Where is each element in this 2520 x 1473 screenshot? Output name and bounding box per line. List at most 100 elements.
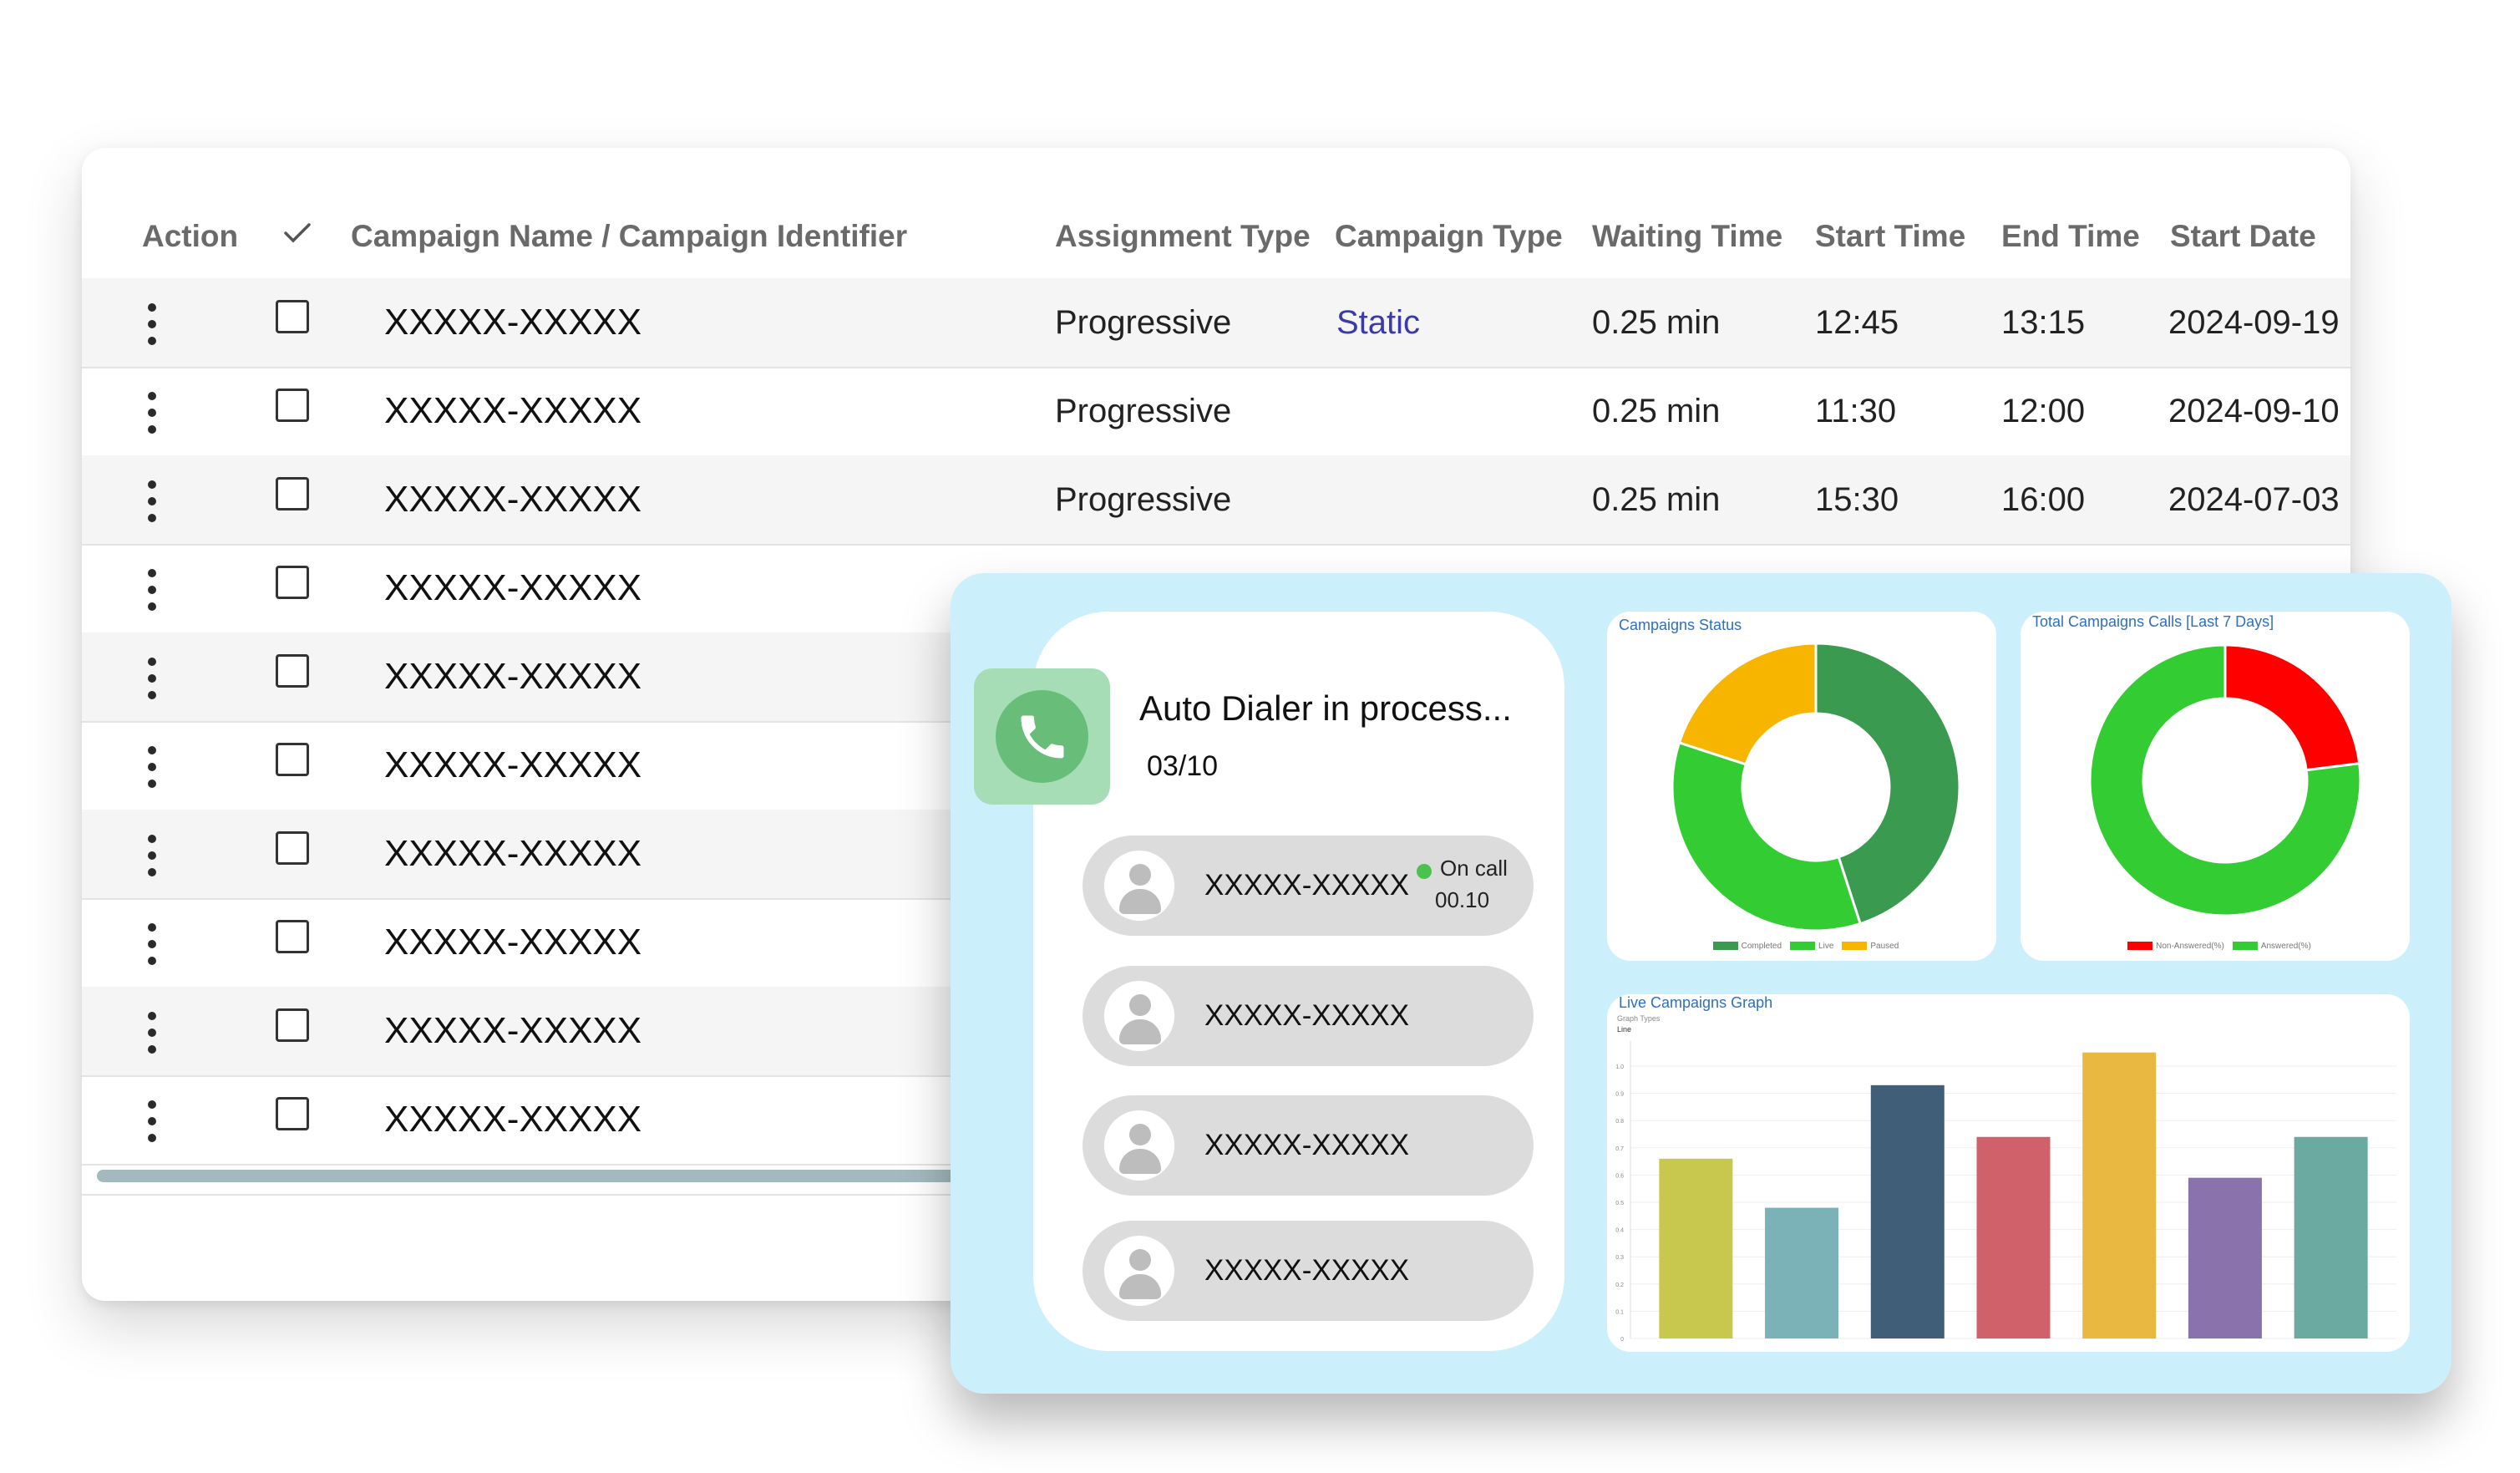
row-checkbox[interactable] (276, 1008, 309, 1042)
header-campaign-name[interactable]: Campaign Name / Campaign Identifier (351, 219, 908, 253)
assignment-type: Progressive (1055, 393, 1232, 429)
call-item[interactable]: XXXXX-XXXXX (1083, 966, 1534, 1066)
call-contact: XXXXX-XXXXX (1204, 999, 1410, 1032)
avatar-icon (1104, 981, 1174, 1051)
row-checkbox[interactable] (276, 654, 309, 688)
chart-subtitle: Graph Types (1617, 1014, 1661, 1023)
legend-label: Paused (1870, 942, 1899, 951)
start-date: 2024-07-03 (2168, 481, 2340, 518)
more-options-icon[interactable] (145, 746, 159, 788)
donut-chart (1671, 642, 1961, 932)
header-end-time[interactable]: End Time (2001, 219, 2140, 253)
donut-slice[interactable] (2088, 643, 2362, 917)
waiting-time: 0.25 min (1592, 304, 1721, 341)
waiting-time: 0.25 min (1592, 481, 1721, 518)
header-action[interactable]: Action (142, 219, 239, 253)
end-time: 16:00 (2001, 481, 2086, 518)
assignment-type: Progressive (1055, 304, 1232, 341)
legend-swatch (1712, 942, 1738, 951)
bar[interactable] (2294, 1136, 2368, 1338)
end-time: 12:00 (2001, 393, 2086, 429)
chart-title: Total Campaigns Calls [Last 7 Days] (2032, 613, 2274, 630)
header-waiting-time[interactable]: Waiting Time (1592, 219, 1783, 253)
call-item[interactable]: XXXXX-XXXXX (1083, 1221, 1534, 1321)
bar[interactable] (1870, 1084, 1945, 1338)
campaign-name[interactable]: XXXXX-XXXXX (384, 656, 642, 697)
y-tick-label: 0.7 (1615, 1146, 1624, 1152)
y-tick-label: 1.0 (1615, 1064, 1624, 1070)
campaigns-status-chart: Campaigns Status Completed Live Paused (1607, 612, 1996, 961)
more-options-icon[interactable] (145, 923, 159, 965)
row-checkbox[interactable] (276, 1097, 309, 1130)
graph-type-selector[interactable]: Line (1617, 1025, 1632, 1034)
row-checkbox[interactable] (276, 920, 309, 953)
dialer-count: 03/10 (1147, 750, 1219, 782)
table-row[interactable]: XXXXX-XXXXX Progressive 0.25 min 11:30 1… (82, 367, 2350, 457)
more-options-icon[interactable] (145, 480, 159, 522)
start-time: 11:30 (1815, 393, 1897, 429)
donut-slice[interactable] (1671, 740, 1863, 932)
campaign-name[interactable]: XXXXX-XXXXX (384, 922, 642, 963)
header-campaign-type[interactable]: Campaign Type (1335, 219, 1563, 253)
more-options-icon[interactable] (145, 1012, 159, 1054)
row-checkbox[interactable] (276, 389, 309, 422)
row-checkbox[interactable] (276, 566, 309, 599)
donut-slice[interactable] (1814, 642, 1961, 926)
campaign-name[interactable]: XXXXX-XXXXX (384, 1099, 642, 1140)
y-tick-label: 0.4 (1615, 1228, 1624, 1234)
phone-icon (996, 690, 1088, 783)
header-assignment-type[interactable]: Assignment Type (1055, 219, 1311, 253)
call-contact: XXXXX-XXXXX (1204, 1129, 1410, 1161)
bar[interactable] (1976, 1136, 2051, 1338)
bar[interactable] (1659, 1158, 1733, 1338)
call-status: On call (1440, 856, 1508, 881)
assignment-type: Progressive (1055, 481, 1232, 518)
bar[interactable] (2188, 1177, 2262, 1338)
row-checkbox[interactable] (276, 831, 309, 865)
donut-slice[interactable] (1677, 642, 1818, 766)
avatar-icon (1104, 1236, 1174, 1306)
row-checkbox[interactable] (276, 300, 309, 333)
table-row[interactable]: XXXXX-XXXXX Progressive 0.25 min 15:30 1… (82, 455, 2350, 546)
row-checkbox[interactable] (276, 743, 309, 776)
legend-label: Answered(%) (2260, 942, 2311, 951)
status-dot-icon (1417, 864, 1432, 879)
campaign-name[interactable]: XXXXX-XXXXX (384, 744, 642, 785)
more-options-icon[interactable] (145, 303, 159, 345)
campaign-name[interactable]: XXXXX-XXXXX (384, 833, 642, 874)
bar[interactable] (2082, 1052, 2157, 1338)
call-duration: 00.10 (1435, 887, 1490, 912)
check-icon[interactable] (282, 220, 312, 253)
legend-swatch (1790, 942, 1816, 951)
chart-legend: Completed Live Paused (1607, 942, 1996, 951)
y-tick-label: 0.6 (1615, 1173, 1624, 1179)
start-time: 12:45 (1815, 304, 1899, 341)
start-date: 2024-09-19 (2168, 304, 2340, 341)
call-item[interactable]: XXXXX-XXXXX On call 00.10 (1083, 836, 1534, 936)
y-tick-label: 0.5 (1615, 1201, 1624, 1206)
header-start-time[interactable]: Start Time (1815, 219, 1966, 253)
campaign-type[interactable]: Static (1336, 304, 1421, 341)
call-item[interactable]: XXXXX-XXXXX (1083, 1095, 1534, 1196)
bar[interactable] (1765, 1207, 1839, 1338)
more-options-icon[interactable] (145, 392, 159, 434)
campaign-name[interactable]: XXXXX-XXXXX (384, 479, 642, 520)
campaign-name[interactable]: XXXXX-XXXXX (384, 567, 642, 608)
campaign-name[interactable]: XXXXX-XXXXX (384, 1010, 642, 1051)
more-options-icon[interactable] (145, 1100, 159, 1142)
y-tick-label: 0.1 (1615, 1309, 1624, 1315)
legend-label: Non-Answered(%) (2156, 942, 2224, 951)
campaign-name[interactable]: XXXXX-XXXXX (384, 390, 642, 431)
more-options-icon[interactable] (145, 658, 159, 699)
chart-title: Campaigns Status (1619, 617, 1742, 633)
row-checkbox[interactable] (276, 477, 309, 510)
horizontal-scrollbar[interactable] (97, 1170, 1057, 1182)
more-options-icon[interactable] (145, 835, 159, 876)
more-options-icon[interactable] (145, 569, 159, 611)
donut-slice[interactable] (2223, 643, 2361, 772)
waiting-time: 0.25 min (1592, 393, 1721, 429)
table-row[interactable]: XXXXX-XXXXX Progressive Static 0.25 min … (82, 278, 2350, 368)
campaign-name[interactable]: XXXXX-XXXXX (384, 302, 642, 343)
header-start-date[interactable]: Start Date (2170, 219, 2316, 253)
